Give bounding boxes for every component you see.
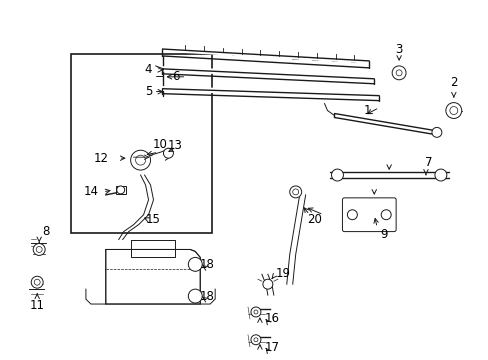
Text: 14: 14 [83,185,98,198]
Text: 7: 7 [425,156,432,168]
Bar [251,52,257,56]
Polygon shape [334,113,433,134]
Circle shape [331,169,343,181]
Circle shape [431,127,441,137]
Circle shape [117,186,124,194]
Circle shape [250,307,261,317]
Text: 3: 3 [395,42,402,55]
Circle shape [135,155,145,165]
Text: 15: 15 [146,213,161,226]
Circle shape [250,335,261,345]
Circle shape [289,186,301,198]
Polygon shape [162,47,368,63]
Text: 1: 1 [363,104,370,117]
Text: 20: 20 [306,213,322,226]
Circle shape [163,148,173,158]
Circle shape [346,210,357,220]
Bar [351,58,357,62]
Circle shape [449,107,457,114]
Bar [232,51,238,55]
FancyBboxPatch shape [342,198,395,231]
Text: 18: 18 [200,258,214,271]
Circle shape [263,279,272,289]
Circle shape [34,279,40,285]
Bar [271,54,277,58]
Bar [291,55,297,59]
Circle shape [130,150,150,170]
Text: 2: 2 [449,76,457,89]
Text: 8: 8 [42,225,50,238]
Bar [311,56,317,60]
Circle shape [391,66,405,80]
Text: 16: 16 [264,312,279,325]
Circle shape [434,169,446,181]
Bar [212,50,218,54]
Circle shape [395,70,401,76]
Circle shape [31,276,43,288]
Bar [192,49,198,53]
Text: 5: 5 [144,85,152,98]
Circle shape [188,289,202,303]
Circle shape [36,247,42,252]
Text: 13: 13 [167,139,183,152]
Polygon shape [329,172,448,178]
Circle shape [445,103,461,118]
Bar [116,186,125,194]
Text: 18: 18 [200,289,214,303]
Polygon shape [105,249,200,304]
Text: 12: 12 [93,152,108,165]
Text: 4: 4 [144,63,152,76]
Polygon shape [162,87,379,98]
Text: 19: 19 [275,267,290,280]
Bar [331,57,337,61]
Circle shape [253,310,257,314]
Circle shape [381,210,390,220]
Circle shape [33,243,45,255]
Text: 10: 10 [153,138,167,151]
Text: 6: 6 [171,70,179,83]
Polygon shape [162,67,373,81]
Circle shape [292,189,298,195]
Circle shape [188,257,202,271]
Circle shape [253,338,257,342]
Text: 17: 17 [264,341,279,354]
Text: 11: 11 [30,298,44,311]
Bar [71,54,212,233]
Text: 9: 9 [380,228,387,241]
